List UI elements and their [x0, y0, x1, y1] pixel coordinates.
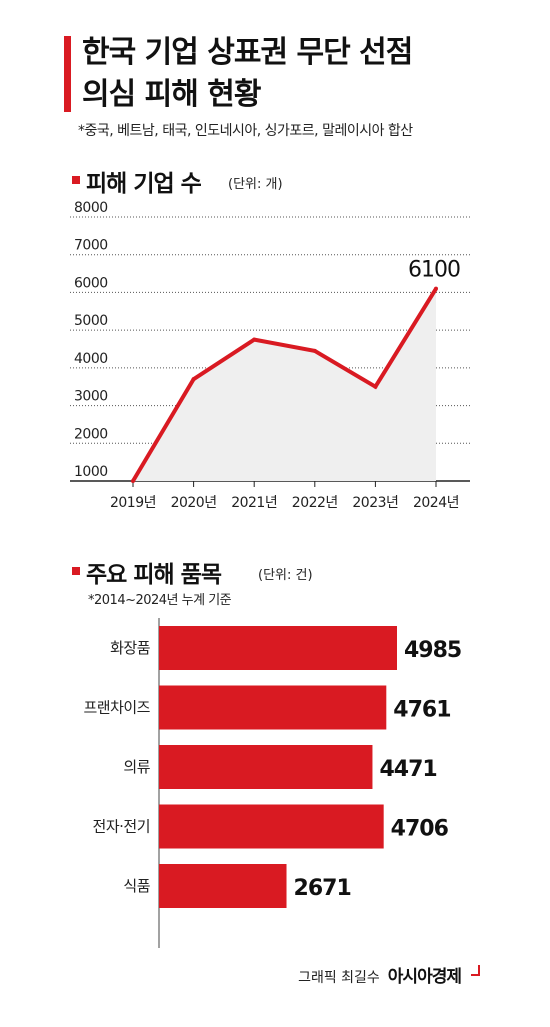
section2-unit: (단위: 건) — [258, 568, 313, 583]
bar — [159, 804, 384, 849]
area-fill — [133, 288, 436, 481]
section2-title: 주요 피해 품목 — [86, 562, 222, 588]
bar — [159, 626, 397, 670]
cumulative-note: *2014~2024년 누계 기준 — [88, 593, 232, 608]
data-point — [312, 348, 317, 353]
brand-mark-icon — [471, 965, 480, 976]
data-label: 6100 — [408, 258, 460, 283]
category-label: 프랜차이즈 — [83, 699, 150, 717]
page-title: 한국 기업 상표권 무단 선점 의심 피해 현황 — [82, 32, 413, 116]
y-tick-label: 7000 — [74, 238, 108, 254]
series-line — [131, 287, 438, 483]
title-line-2: 의심 피해 현황 — [82, 77, 262, 112]
value-label: 4706 — [391, 817, 449, 842]
y-tick-label: 4000 — [74, 351, 108, 367]
y-tick-label: 3000 — [74, 389, 108, 405]
bar-chart: 화장품 4985 프랜차이즈 4761 의류 4471 전자·전기 4706 식품 2671 — [83, 618, 462, 948]
y-tick-label: 5000 — [74, 313, 108, 329]
section1-title: 피해 기업 수 — [86, 171, 202, 197]
value-label: 4985 — [404, 638, 461, 663]
bar — [159, 745, 373, 789]
x-tick-label: 2023년 — [352, 495, 398, 511]
bar — [159, 864, 287, 908]
x-tick-label: 2019년 — [110, 495, 156, 511]
data-point — [191, 377, 196, 382]
credit: 그래픽 최길수 아시아경제 — [298, 962, 480, 987]
bar — [159, 685, 387, 730]
x-tick-label: 2022년 — [292, 495, 338, 511]
x-tick-label: 2020년 — [171, 495, 217, 511]
section1-unit: (단위: 개) — [228, 177, 283, 192]
section2-marker — [72, 567, 80, 575]
title-accent-bar — [64, 36, 71, 112]
data-point — [131, 479, 135, 483]
title-line-1: 한국 기업 상표권 무단 선점 — [82, 35, 413, 70]
y-tick-label: 8000 — [74, 200, 108, 216]
category-label: 전자·전기 — [93, 818, 150, 836]
section1-marker — [72, 176, 80, 184]
x-tick-label: 2021년 — [231, 495, 277, 511]
category-label: 의류 — [123, 758, 150, 776]
data-point — [434, 286, 438, 291]
category-label: 화장품 — [110, 639, 150, 657]
category-label: 식품 — [123, 877, 150, 895]
value-label: 4761 — [393, 698, 450, 723]
brand-logo: 아시아경제 — [387, 967, 462, 987]
y-tick-label: 6000 — [74, 275, 108, 291]
country-note: *중국, 베트남, 태국, 인도네시아, 싱가포르, 말레이시아 합산 — [78, 123, 413, 139]
x-tick-label: 2024년 — [413, 495, 459, 511]
data-point — [373, 384, 378, 389]
line-chart: 1000 2000 3000 4000 5000 6000 7000 8000 2019년 202… — [70, 200, 470, 511]
y-tick-label: 2000 — [74, 426, 108, 442]
value-label: 2671 — [294, 876, 351, 901]
value-label: 4471 — [379, 757, 436, 782]
graphic-credit: 그래픽 최길수 — [298, 970, 380, 986]
data-point — [252, 337, 257, 342]
y-tick-label: 1000 — [74, 464, 108, 480]
